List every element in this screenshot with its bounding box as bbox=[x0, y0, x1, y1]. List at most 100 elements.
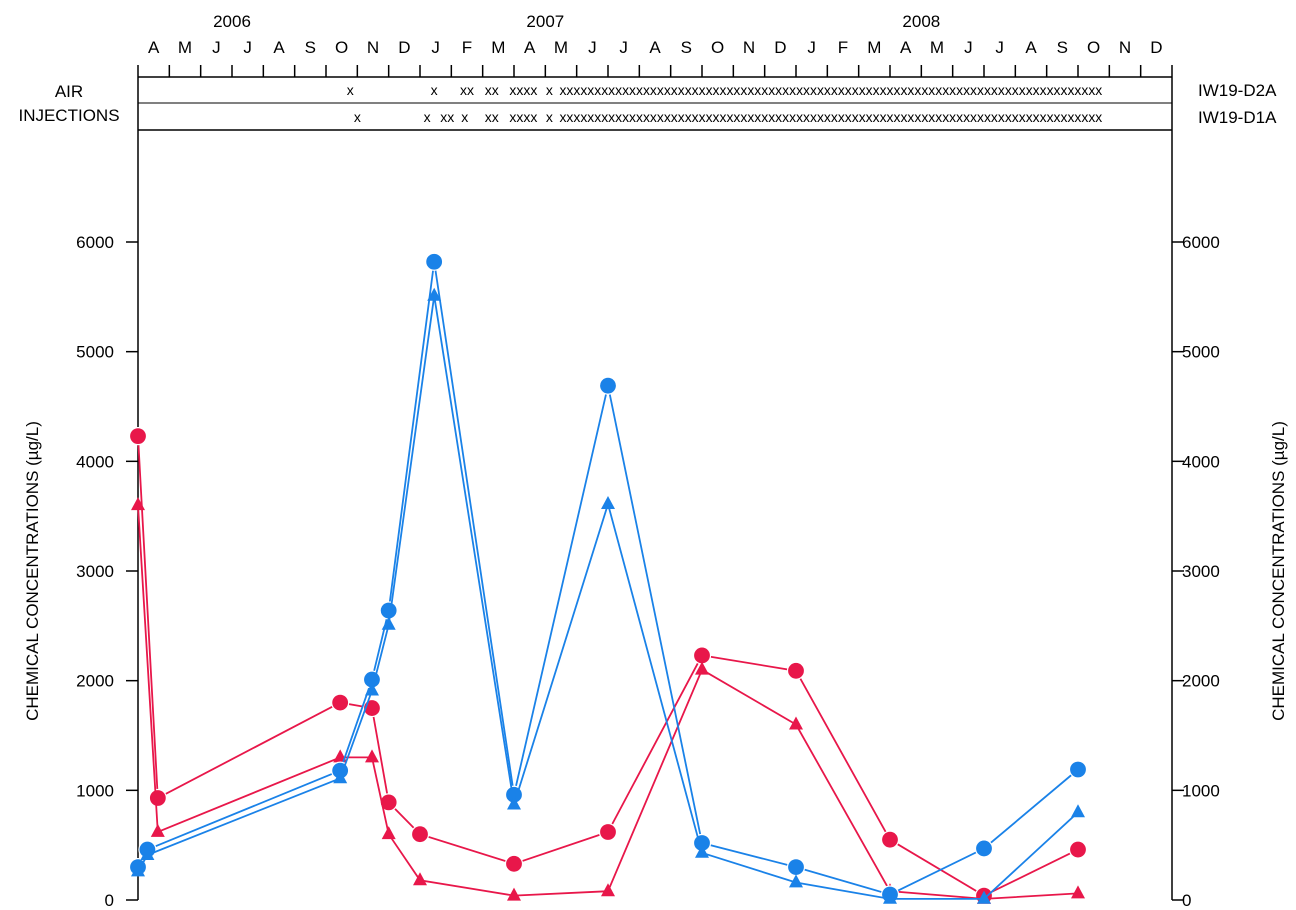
year-label: 2007 bbox=[526, 12, 564, 31]
data-point-circle bbox=[128, 427, 148, 446]
data-point-circle bbox=[692, 646, 712, 665]
y-tick-label-left: 0 bbox=[105, 891, 114, 910]
axis-ticks bbox=[126, 65, 1184, 901]
y-axis-title-right: CHEMICAL CONCENTRATIONS (µg/L) bbox=[1269, 421, 1288, 721]
year-label: 2006 bbox=[213, 12, 251, 31]
injection-mark: xxxx bbox=[509, 109, 537, 125]
data-point-triangle bbox=[789, 874, 803, 888]
month-label: A bbox=[900, 38, 912, 57]
data-point-triangle bbox=[365, 682, 379, 696]
data-point-triangle bbox=[977, 890, 991, 904]
month-label: S bbox=[681, 38, 692, 57]
air-injections-label-line2: INJECTIONS bbox=[18, 106, 119, 125]
month-label: O bbox=[335, 38, 348, 57]
data-point-circle bbox=[598, 376, 618, 395]
month-label: A bbox=[524, 38, 536, 57]
month-label: J bbox=[964, 38, 973, 57]
data-point-circle bbox=[598, 822, 618, 842]
month-label: A bbox=[148, 38, 160, 57]
month-label: J bbox=[431, 38, 440, 57]
injection-mark: x bbox=[354, 109, 361, 125]
injection-mark: xxxxxxxxxxxxxxxxxxxxxxxxxxxxxxxxxxxxxxxx… bbox=[559, 109, 1102, 125]
series-0 bbox=[128, 427, 1088, 905]
data-point-triangle bbox=[365, 749, 379, 763]
data-point-triangle bbox=[381, 616, 396, 630]
month-label: N bbox=[743, 38, 755, 57]
series-1 bbox=[131, 497, 1085, 904]
y-tick-label-right: 1000 bbox=[1182, 781, 1220, 800]
data-point-triangle bbox=[695, 844, 709, 858]
data-point-triangle bbox=[131, 863, 145, 877]
injection-mark: x bbox=[424, 109, 431, 125]
injection-well-label: IW19-D2A bbox=[1198, 81, 1277, 100]
data-point-triangle bbox=[507, 887, 521, 901]
month-label: F bbox=[462, 38, 472, 57]
data-point-circle bbox=[1068, 760, 1088, 779]
injection-mark: xxxxxxxxxxxxxxxxxxxxxxxxxxxxxxxxxxxxxxxx… bbox=[559, 82, 1102, 98]
data-point-triangle bbox=[131, 497, 145, 511]
injection-mark: xx bbox=[460, 82, 474, 98]
injection-mark: xxxx bbox=[509, 82, 537, 98]
data-point-circle bbox=[880, 830, 900, 849]
series-line bbox=[137, 261, 1079, 896]
month-label: D bbox=[774, 38, 786, 57]
data-point-triangle bbox=[601, 496, 615, 509]
data-point-circle bbox=[786, 661, 806, 680]
month-label: N bbox=[1119, 38, 1131, 57]
injection-well-label: IW19-D1A bbox=[1198, 108, 1277, 127]
data-point-circle bbox=[379, 793, 398, 812]
data-point-triangle bbox=[695, 661, 709, 675]
month-label: A bbox=[1025, 38, 1037, 57]
month-label: O bbox=[711, 38, 724, 57]
data-point-circle bbox=[379, 601, 398, 620]
injection-mark: x bbox=[546, 82, 553, 98]
series-layer bbox=[128, 252, 1088, 905]
month-label: A bbox=[273, 38, 285, 57]
month-label: J bbox=[243, 38, 252, 57]
injection-mark: xx bbox=[485, 82, 499, 98]
y-tick-label-left: 4000 bbox=[76, 452, 114, 471]
month-label: M bbox=[178, 38, 192, 57]
month-label: S bbox=[1057, 38, 1068, 57]
month-label: F bbox=[838, 38, 848, 57]
month-label: M bbox=[867, 38, 881, 57]
data-point-circle bbox=[1068, 840, 1088, 859]
y-tick-label-right: 6000 bbox=[1182, 233, 1220, 252]
data-point-circle bbox=[331, 693, 350, 712]
month-label: D bbox=[1150, 38, 1162, 57]
data-point-circle bbox=[786, 857, 806, 877]
injection-mark: x bbox=[461, 109, 468, 125]
injection-mark: x bbox=[347, 82, 354, 98]
data-point-triangle bbox=[883, 890, 897, 904]
month-label: O bbox=[1087, 38, 1100, 57]
y-axis-title-left: CHEMICAL CONCENTRATIONS (µg/L) bbox=[23, 421, 42, 721]
air-injections-label-line1: AIR bbox=[55, 82, 83, 101]
data-point-triangle bbox=[140, 847, 155, 860]
data-point-triangle bbox=[333, 770, 348, 784]
month-label: J bbox=[619, 38, 628, 57]
month-label: J bbox=[807, 38, 816, 57]
injection-mark: xx bbox=[485, 109, 499, 125]
y-tick-label-left: 6000 bbox=[76, 233, 114, 252]
data-point-circle bbox=[410, 825, 430, 844]
y-tick-label-left: 5000 bbox=[76, 343, 114, 362]
data-point-circle bbox=[425, 252, 444, 271]
data-point-triangle bbox=[601, 883, 615, 897]
data-point-triangle bbox=[150, 823, 165, 837]
data-point-triangle bbox=[1071, 804, 1085, 818]
month-label: J bbox=[212, 38, 221, 57]
y-tick-label-right: 3000 bbox=[1182, 562, 1220, 581]
data-point-triangle bbox=[1071, 885, 1085, 899]
data-point-triangle bbox=[413, 872, 427, 886]
y-tick-label-right: 2000 bbox=[1182, 672, 1220, 691]
y-tick-label-left: 2000 bbox=[76, 672, 114, 691]
injection-mark: xx bbox=[440, 109, 454, 125]
month-label: M bbox=[491, 38, 505, 57]
data-point-triangle bbox=[427, 287, 442, 301]
month-label: M bbox=[554, 38, 568, 57]
month-label: D bbox=[398, 38, 410, 57]
year-label: 2008 bbox=[902, 12, 940, 31]
